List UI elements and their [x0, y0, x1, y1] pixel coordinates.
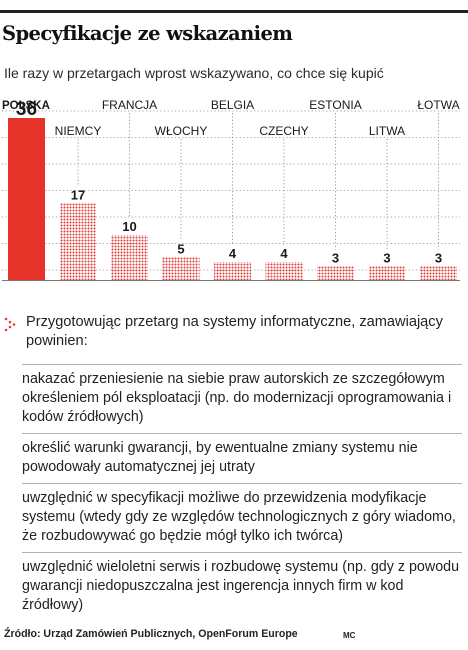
category-label: WŁOCHY — [155, 124, 208, 138]
value-label: 10 — [122, 219, 136, 234]
value-label: 3 — [383, 251, 390, 266]
value-label: 4 — [229, 246, 237, 261]
chart-subtitle: Ile razy w przetargach wprost wskazywano… — [4, 65, 384, 81]
bar-estonia — [317, 266, 354, 280]
author-initials: MC — [343, 631, 356, 640]
recommendation-intro: Przygotowując przetarg na systemy inform… — [26, 314, 443, 349]
category-label: NIEMCY — [55, 124, 102, 138]
category-label: ESTONIA — [309, 98, 361, 112]
bar-czechy — [265, 262, 303, 280]
value-label: 5 — [177, 242, 184, 257]
list-item: określić warunki gwarancji, by ewentualn… — [22, 433, 462, 483]
value-label: 4 — [280, 246, 288, 261]
value-label: 3 — [435, 251, 442, 266]
recommendation-list: nakazać przeniesienie na siebie praw aut… — [22, 364, 462, 621]
bar-francja — [111, 235, 148, 280]
source-note: Źródło: Urząd Zamówień Publicznych, Open… — [4, 628, 298, 640]
bar-polska — [8, 118, 45, 280]
chart-title: Specyfikacje ze wskazaniem — [2, 22, 293, 45]
category-label: BELGIA — [211, 98, 254, 112]
bar-niemcy — [59, 203, 97, 280]
category-label: POLSKA — [2, 100, 50, 112]
value-label: 17 — [71, 188, 85, 203]
bar-wlochy — [162, 257, 200, 280]
category-label: ŁOTWA — [417, 98, 459, 112]
top-rule — [0, 10, 468, 13]
list-item: uwzględnić w specyfikacji możliwe do prz… — [22, 483, 462, 552]
bar-litwa — [368, 266, 406, 280]
category-label: CZECHY — [259, 124, 308, 138]
list-item: nakazać przeniesienie na siebie praw aut… — [22, 364, 462, 433]
value-label: 3 — [332, 251, 339, 266]
list-item: uwzględnić wieloletni serwis i rozbudowę… — [22, 552, 462, 621]
bar-belgia — [214, 262, 251, 280]
category-label: LITWA — [369, 124, 405, 138]
category-label: FRANCJA — [102, 98, 157, 112]
dotted-arrow-icon — [4, 317, 16, 331]
value-label: 36 — [16, 99, 37, 120]
bar-lotwa — [420, 266, 457, 280]
